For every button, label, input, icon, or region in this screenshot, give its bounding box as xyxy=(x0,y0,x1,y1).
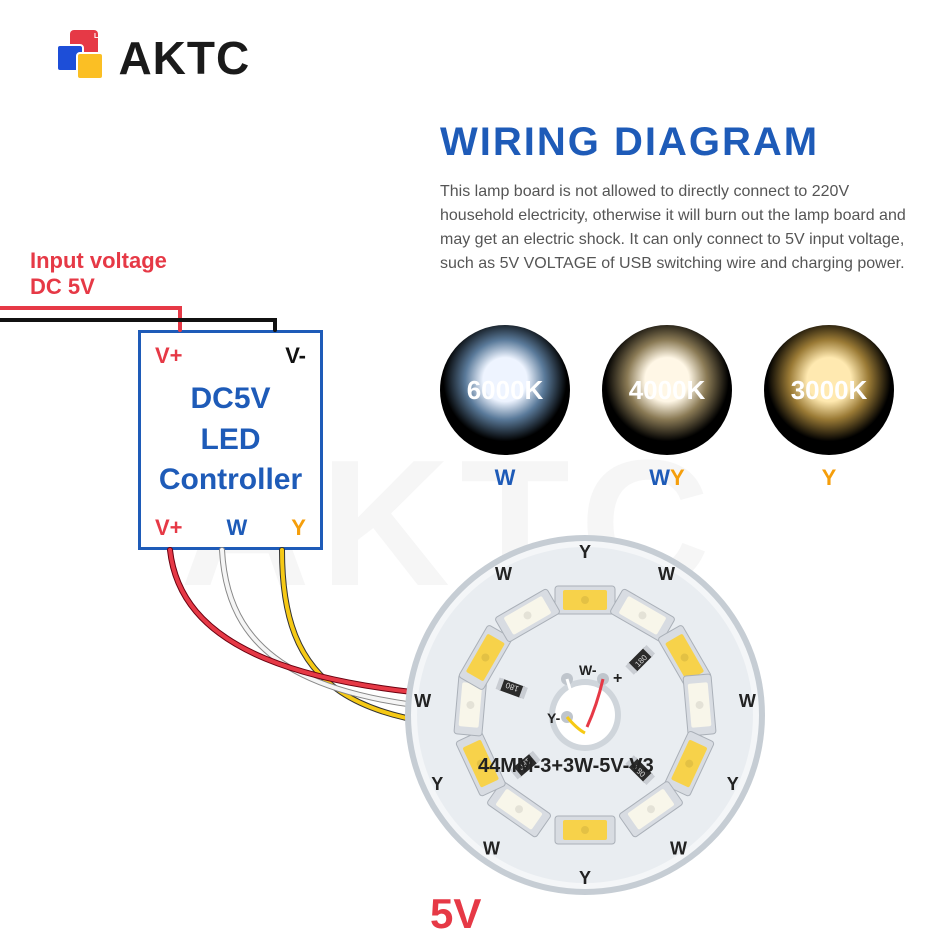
color-temp-item: 4000K WY xyxy=(602,325,732,491)
svg-text:W: W xyxy=(414,691,431,711)
svg-text:W-: W- xyxy=(579,662,597,678)
ctrl-y-bot: Y xyxy=(291,515,306,541)
color-temp-wy: W xyxy=(440,465,570,491)
svg-text:Y: Y xyxy=(579,542,591,562)
svg-text:W: W xyxy=(739,691,756,711)
color-temp-k: 6000K xyxy=(467,375,544,406)
color-temp-circle: 4000K xyxy=(602,325,732,455)
ctrl-vplus-top: V+ xyxy=(155,343,183,369)
color-temp-k: 4000K xyxy=(629,375,706,406)
page-title: WIRING DIAGRAM xyxy=(440,120,819,165)
svg-text:W: W xyxy=(483,839,500,859)
color-temp-circle: 3000K xyxy=(764,325,894,455)
ctrl-vminus-top: V- xyxy=(285,343,306,369)
brand-logo: LED AKTC xyxy=(50,30,250,85)
svg-text:Y: Y xyxy=(579,868,591,888)
led-controller-box: V+ V- DC5V LED Controller V+ W Y xyxy=(138,330,323,550)
color-temp-wy: WY xyxy=(602,465,732,491)
ctrl-w-bot: W xyxy=(227,515,248,541)
color-temp-item: 3000K Y xyxy=(764,325,894,491)
led-board: W- + Y- Y W W Y W Y W Y W xyxy=(400,530,770,900)
color-temp-wy: Y xyxy=(764,465,894,491)
svg-text:W: W xyxy=(658,564,675,584)
ctrl-line1: DC5V xyxy=(155,379,306,420)
logo-icon: LED xyxy=(50,30,110,85)
color-temps-row: 6000K W 4000K WY 3000K Y xyxy=(440,325,894,491)
svg-text:Y: Y xyxy=(727,774,739,794)
description-text: This lamp board is not allowed to direct… xyxy=(440,180,910,276)
svg-text:W: W xyxy=(495,564,512,584)
ctrl-line2: LED xyxy=(155,420,306,461)
led-board-svg: W- + Y- Y W W Y W Y W Y W xyxy=(400,530,770,900)
logo-text: AKTC xyxy=(118,31,250,85)
input-voltage-label: Input voltageDC 5V xyxy=(30,248,167,301)
color-temp-k: 3000K xyxy=(791,375,868,406)
logo-led-badge: LED xyxy=(94,33,108,40)
svg-text:W: W xyxy=(670,839,687,859)
board-model-text: 44MM-3+3W-5V-V3 xyxy=(478,755,654,778)
color-temp-item: 6000K W xyxy=(440,325,570,491)
svg-text:Y-: Y- xyxy=(547,710,561,726)
svg-text:+: + xyxy=(613,670,622,687)
svg-text:Y: Y xyxy=(431,774,443,794)
ctrl-vplus-bot: V+ xyxy=(155,515,183,541)
color-temp-circle: 6000K xyxy=(440,325,570,455)
ctrl-line3: Controller xyxy=(155,460,306,501)
